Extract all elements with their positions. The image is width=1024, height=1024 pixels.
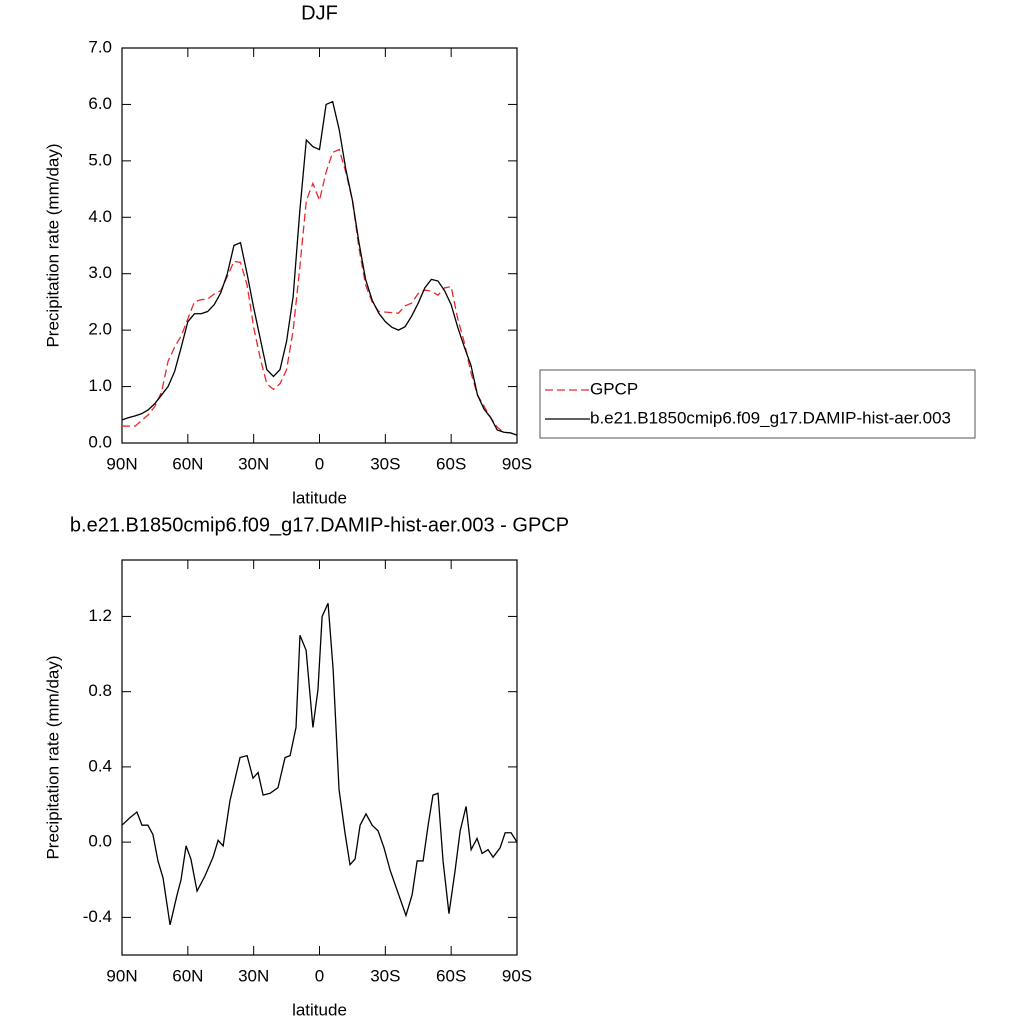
y-tick-label: 6.0 [88,94,112,113]
y-tick-label: -0.4 [83,907,112,926]
legend-label: GPCP [590,379,638,398]
y-tick-label: 1.0 [88,376,112,395]
plot-frame [121,47,518,444]
series-line [122,148,518,436]
x-tick-label: 30N [238,454,269,473]
y-tick-label: 5.0 [88,150,112,169]
x-tick-label: 60S [436,454,466,473]
x-tick-label: 90N [106,966,137,985]
y-axis-label: Precipitation rate (mm/day) [43,143,62,347]
x-tick-label: 90S [502,966,532,985]
legend-box [539,369,976,439]
y-tick-label: 0.8 [88,681,112,700]
chart-title: b.e21.B1850cmip6.f09_g17.DAMIP-hist-aer.… [70,514,569,536]
x-tick-label: 60S [436,966,466,985]
y-tick-label: 4.0 [88,207,112,226]
y-axis-label: Precipitation rate (mm/day) [43,655,62,859]
series-line [121,602,518,926]
x-axis-label: latitude [292,488,347,507]
x-tick-label: 60N [172,454,203,473]
series-line [121,100,518,436]
legend-label: b.e21.B1850cmip6.f09_g17.DAMIP-hist-aer.… [590,408,951,427]
x-tick-label: 90N [106,454,137,473]
x-tick-label: 90S [502,454,532,473]
x-tick-label: 0 [315,454,324,473]
y-tick-label: 7.0 [88,37,112,56]
x-tick-label: 30S [370,966,400,985]
x-tick-label: 0 [315,966,324,985]
x-tick-label: 60N [172,966,203,985]
x-axis-label: latitude [292,1000,347,1019]
y-tick-label: 3.0 [88,263,112,282]
y-tick-label: 2.0 [88,320,112,339]
y-tick-label: 1.2 [88,606,112,625]
y-tick-label: 0.4 [88,756,112,775]
y-tick-label: 0.0 [88,432,112,451]
y-tick-label: 0.0 [88,832,112,851]
plot-frame [121,559,518,956]
x-tick-label: 30S [370,454,400,473]
chart-title: DJF [301,2,338,24]
x-tick-label: 30N [238,966,269,985]
